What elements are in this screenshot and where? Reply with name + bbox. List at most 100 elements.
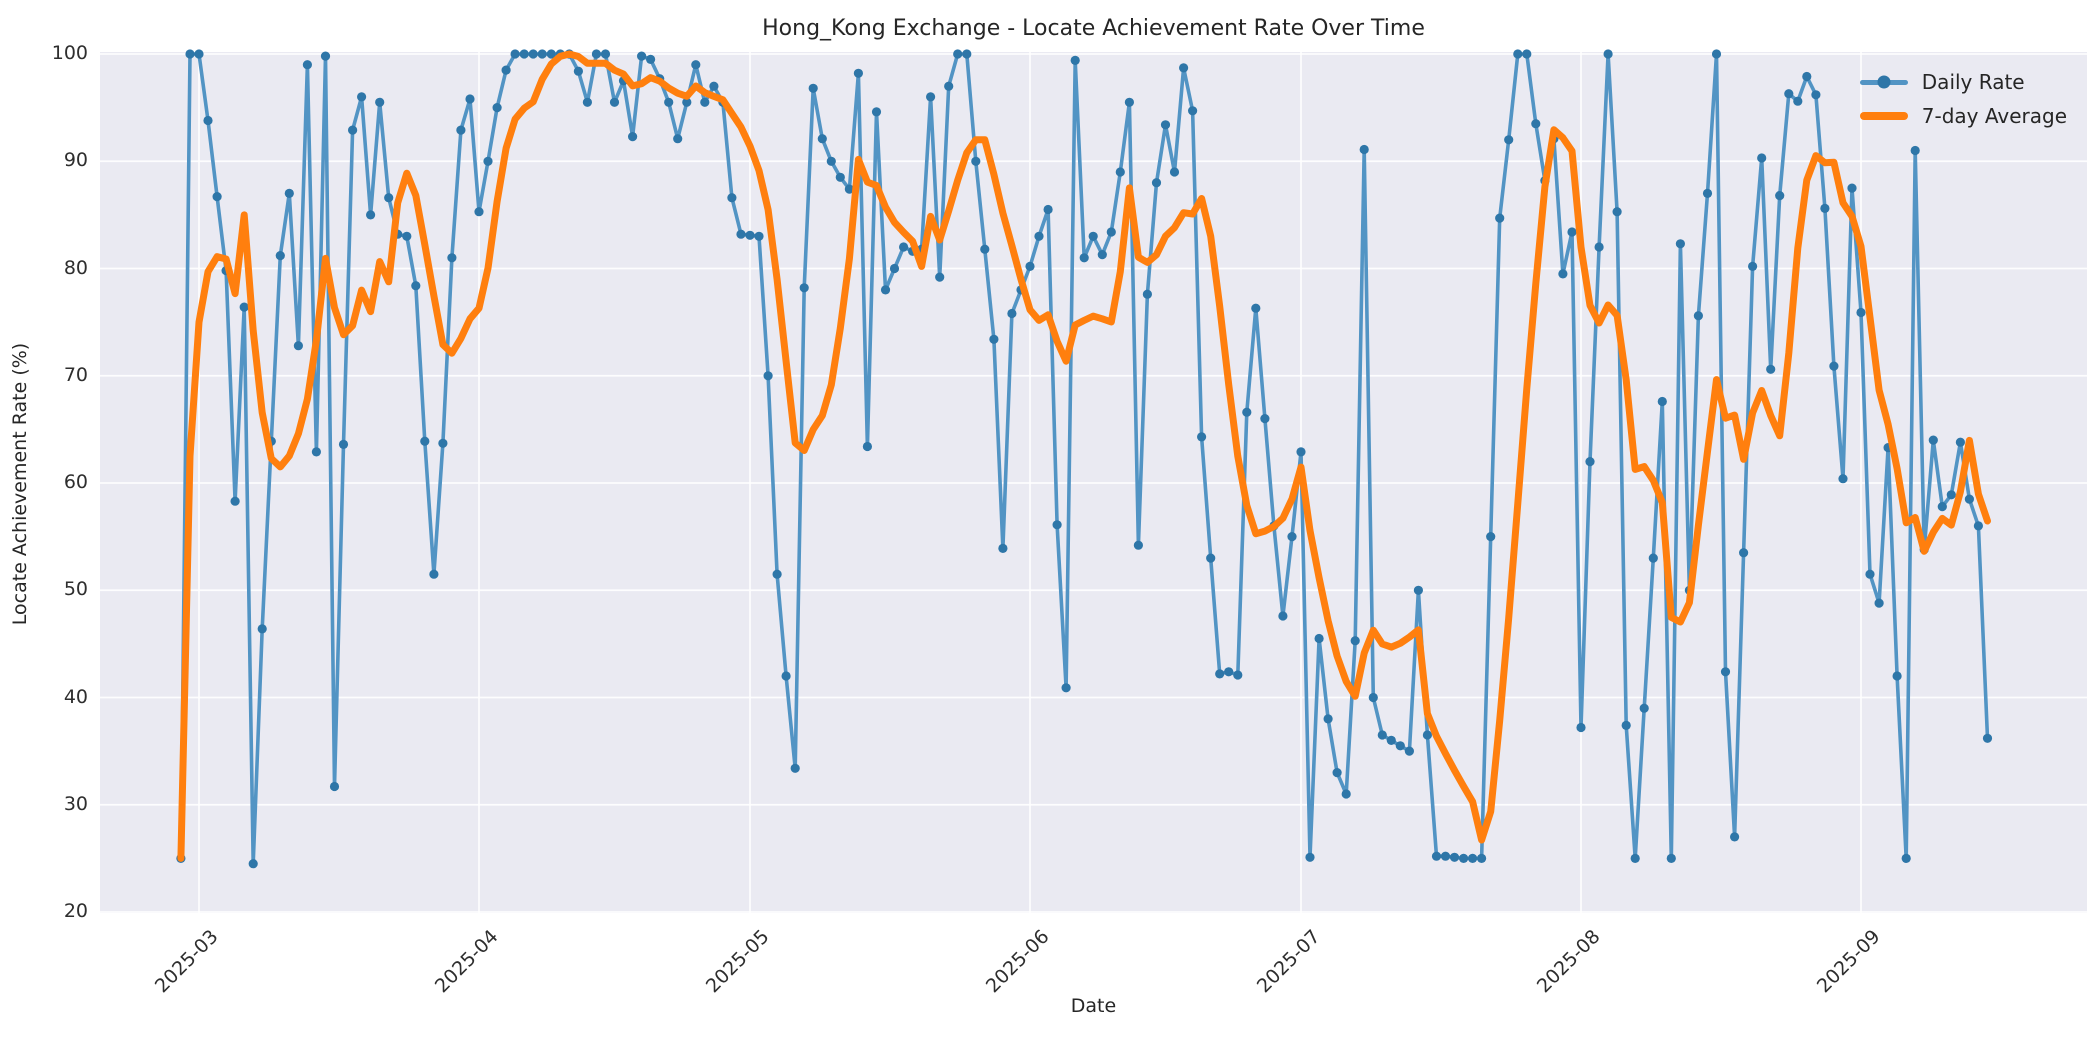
daily-rate-point [1504, 135, 1514, 145]
daily-rate-point [763, 371, 773, 381]
daily-rate-point [537, 49, 547, 59]
daily-rate-point [1486, 532, 1496, 542]
daily-rate-point [375, 97, 385, 107]
daily-rate-point [1838, 474, 1848, 484]
daily-rate-point [1079, 253, 1089, 263]
daily-rate-point [646, 54, 656, 64]
daily-rate-point [1142, 289, 1152, 299]
daily-rate-point [366, 210, 376, 220]
daily-rate-point [1260, 414, 1270, 424]
daily-rate-point [1422, 730, 1432, 740]
daily-rate-point [194, 49, 204, 59]
daily-rate-point [1359, 144, 1369, 155]
daily-rate-point [736, 229, 746, 239]
daily-rate-point [492, 103, 502, 113]
daily-rate-point [781, 671, 791, 681]
daily-rate-point [1386, 735, 1396, 746]
daily-rate-point [1468, 853, 1478, 864]
daily-rate-point [1305, 852, 1315, 862]
daily-rate-point [1179, 63, 1189, 73]
daily-rate-point [275, 251, 285, 261]
daily-rate-point [1730, 832, 1740, 842]
daily-rate-point [637, 51, 647, 61]
daily-rate-point [1477, 853, 1487, 864]
legend: Daily Rate 7-day Average [1852, 66, 2075, 132]
daily-rate-point [1088, 231, 1098, 241]
daily-rate-point [682, 97, 692, 107]
daily-rate-point [926, 92, 936, 102]
daily-rate-point [447, 253, 457, 263]
daily-rate-point [1793, 96, 1803, 106]
daily-rate-line-swatch-icon [1859, 75, 1908, 89]
daily-rate-point [1594, 242, 1604, 252]
daily-rate-point [980, 244, 990, 254]
daily-rate-point [1901, 853, 1911, 864]
daily-rate-point [1296, 447, 1306, 457]
daily-rate-point [817, 134, 827, 144]
daily-rate-point [1034, 231, 1044, 241]
daily-rate-point [1711, 49, 1722, 59]
legend-item-daily-rate: Daily Rate [1859, 70, 2067, 94]
daily-rate-point [248, 859, 258, 869]
daily-rate-point [1558, 269, 1568, 279]
daily-rate-point [185, 49, 195, 59]
daily-rate-point [962, 49, 972, 59]
daily-rate-point [1097, 250, 1107, 260]
daily-rate-point [357, 92, 367, 102]
daily-rate-point [1160, 120, 1171, 130]
daily-rate-point [826, 156, 836, 166]
daily-rate-point [853, 68, 864, 78]
daily-rate-point [1224, 667, 1234, 677]
y-tick-100: 100 [51, 42, 88, 64]
daily-rate-point [1206, 553, 1216, 563]
daily-rate-point [239, 302, 249, 312]
daily-rate-point [293, 341, 303, 351]
daily-rate-point [411, 281, 421, 291]
daily-rate-point [230, 496, 240, 506]
chart-title: Hong_Kong Exchange - Locate Achievement … [762, 16, 1425, 41]
daily-rate-point [808, 83, 818, 93]
daily-rate-point [727, 193, 737, 203]
daily-rate-markers [176, 49, 1993, 869]
daily-rate-point [501, 65, 511, 75]
daily-rate-point [1982, 733, 1993, 743]
daily-rate-point [1459, 853, 1469, 864]
daily-rate-point [1865, 569, 1875, 579]
daily-rate-point [483, 156, 493, 166]
daily-rate-point [1657, 396, 1667, 407]
daily-rate-point [1431, 851, 1442, 861]
daily-rate-point [591, 49, 602, 59]
daily-rate-point [329, 781, 340, 792]
daily-rate-point [1070, 55, 1080, 65]
daily-rate-point [528, 49, 538, 59]
daily-rate-point [1169, 167, 1180, 177]
daily-rate-point [1675, 239, 1685, 249]
daily-rate-point [474, 207, 484, 217]
daily-rate-point [1585, 457, 1595, 467]
daily-rate-point [311, 447, 321, 457]
daily-rate-point [862, 441, 873, 452]
daily-rate-point [582, 97, 593, 107]
daily-rate-point [1748, 261, 1758, 271]
daily-rate-point [203, 115, 213, 126]
daily-rate-point [1531, 119, 1541, 129]
daily-rate-point [1928, 435, 1938, 445]
daily-rate-point [1242, 407, 1252, 417]
seven-day-average-line [177, 50, 1991, 862]
y-tick-80: 80 [63, 256, 88, 279]
daily-rate-point [772, 569, 782, 579]
daily-rate-point [835, 172, 845, 182]
daily-rate-point [745, 230, 755, 240]
daily-rate-point [384, 193, 394, 203]
daily-rate-point [320, 51, 331, 61]
daily-rate-point [998, 543, 1008, 554]
daily-rate-point [1720, 667, 1731, 677]
daily-rate-point [1847, 183, 1857, 193]
daily-rate-point [935, 272, 945, 282]
daily-rate-point [1151, 178, 1162, 188]
daily-rate-point [1811, 90, 1821, 100]
daily-rate-point [971, 156, 981, 166]
daily-rate-point [1910, 145, 1920, 156]
daily-rate-point [1567, 227, 1577, 237]
daily-rate-point [1404, 746, 1414, 756]
